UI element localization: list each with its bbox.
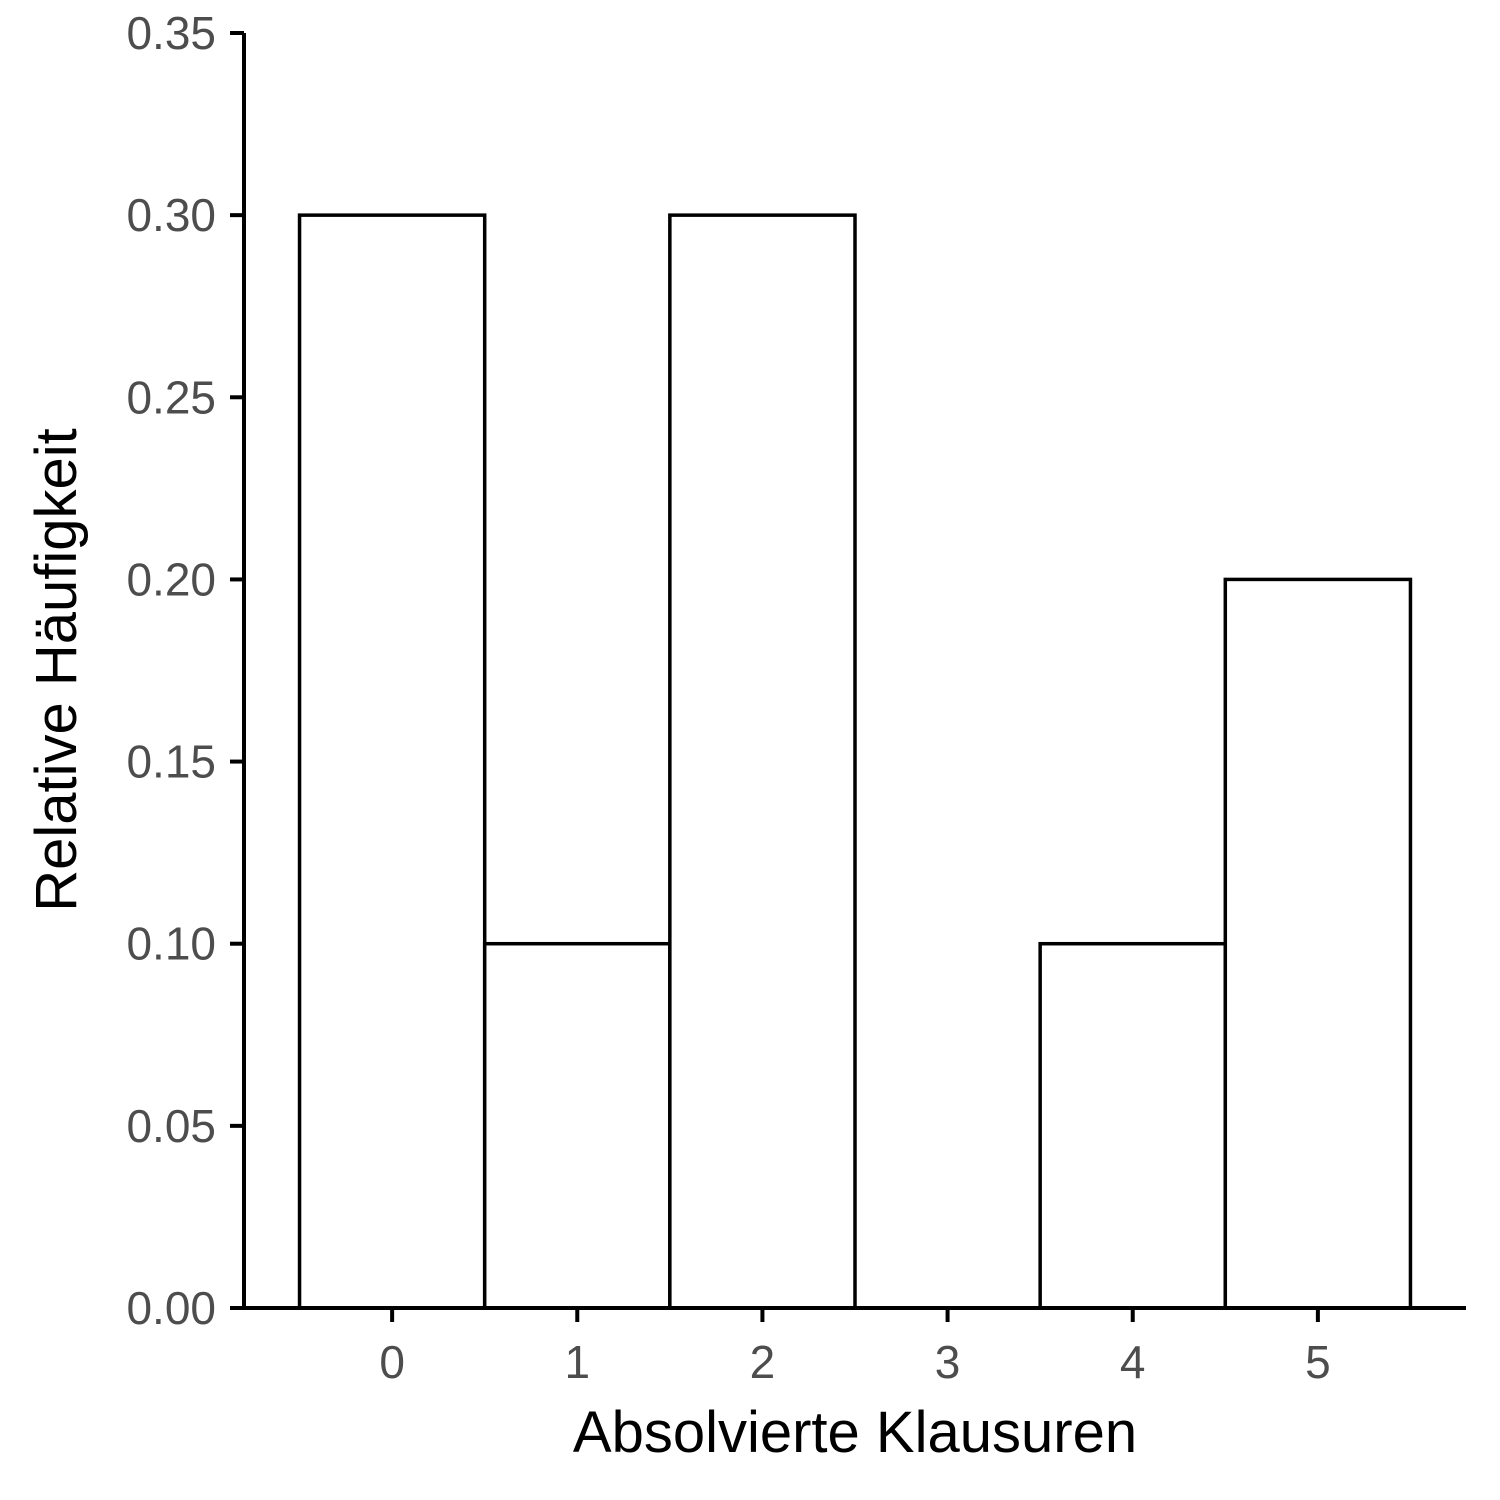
x-tick-label: 4 (1120, 1336, 1146, 1388)
x-tick-label: 0 (379, 1336, 405, 1388)
x-tick-label: 3 (935, 1336, 961, 1388)
axes-layer: 0.00 0.05 0.10 0.15 0.20 0.25 0.30 0.35 0 1 2 3 4 5 (126, 7, 1466, 1388)
y-axis-title: Relative Häufigkeit (24, 428, 89, 912)
y-tick-label: 0.35 (126, 7, 216, 59)
bar-2 (668, 213, 857, 1310)
bar-4 (1038, 941, 1228, 1310)
bar-0 (297, 213, 487, 1310)
bar-1 (482, 941, 672, 1310)
x-axis-title: Absolvierte Klausuren (573, 1400, 1137, 1465)
y-tick-label: 0.05 (126, 1100, 216, 1152)
bars-layer (297, 213, 1413, 1310)
y-tick-label: 0.20 (126, 553, 216, 605)
x-tick-label: 5 (1305, 1336, 1331, 1388)
x-tick-label: 2 (750, 1336, 776, 1388)
y-tick-label: 0.10 (126, 918, 216, 970)
y-tick-label: 0.00 (126, 1282, 216, 1334)
x-tick-label: 1 (564, 1336, 590, 1388)
y-tick-label: 0.15 (126, 736, 216, 788)
y-tick-label: 0.25 (126, 371, 216, 423)
y-tick-label: 0.30 (126, 189, 216, 241)
bar-5 (1223, 577, 1413, 1310)
